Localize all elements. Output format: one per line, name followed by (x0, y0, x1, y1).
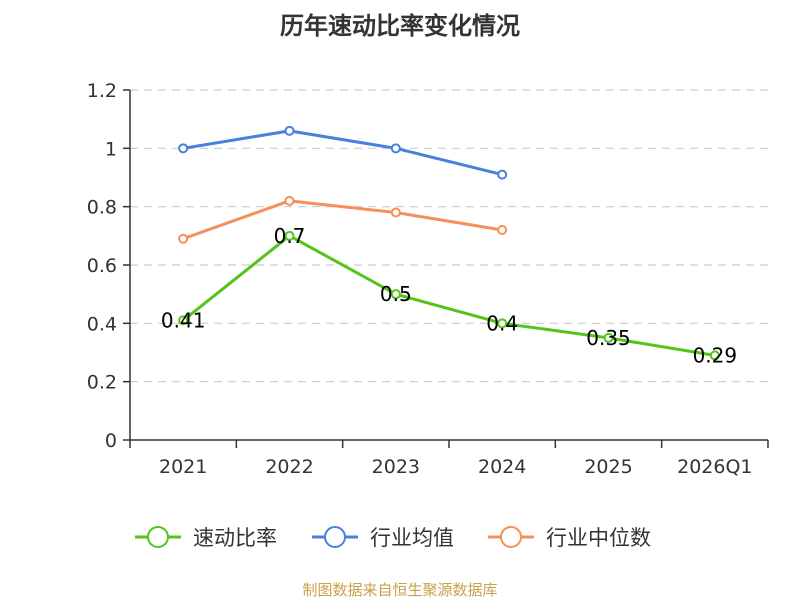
data-point (390, 289, 401, 300)
x-tick-label: 2025 (584, 456, 632, 478)
y-tick-label: 0.4 (87, 313, 117, 335)
y-tick-label: 0.8 (87, 197, 117, 219)
legend-swatch-marker (500, 526, 522, 548)
data-point (178, 233, 189, 244)
axes: 0 0.2 0.4 0.6 0.8 1 1.2 2021 2022 2023 2024 2025 202… (87, 80, 769, 478)
data-point (284, 195, 295, 206)
x-tick-label: 2026Q1 (677, 456, 752, 478)
data-point (497, 318, 508, 329)
data-label: 0.35 (586, 326, 631, 350)
data-source-note: 制图数据来自恒生聚源数据库 (302, 581, 498, 599)
series-lines (178, 125, 720, 361)
data-point (178, 143, 189, 154)
legend-label: 行业均值 (370, 526, 454, 550)
y-tick-label: 0.2 (87, 372, 117, 394)
data-point (178, 315, 189, 326)
grid-lines (130, 89, 768, 383)
data-labels: 0.41 0.7 0.5 0.4 0.35 0.29 (161, 224, 737, 368)
y-tick-label: 0.6 (87, 255, 117, 277)
x-tick-label: 2024 (478, 456, 526, 478)
data-point (284, 230, 295, 241)
y-tick-label: 1.2 (87, 80, 117, 102)
legend-swatch-marker (147, 526, 169, 548)
data-point (390, 143, 401, 154)
legend-swatch-marker (324, 526, 346, 548)
data-label: 0.7 (274, 224, 306, 248)
data-label: 0.5 (380, 282, 412, 306)
legend: 速动比率 行业均值 行业中位数 (135, 526, 651, 550)
legend-label: 速动比率 (193, 526, 277, 550)
x-tick-label: 2022 (265, 456, 313, 478)
series-line-2 (182, 199, 503, 241)
y-tick-label: 1 (105, 138, 117, 160)
data-label: 0.4 (486, 311, 518, 335)
data-label: 0.41 (161, 308, 206, 332)
data-point (497, 225, 508, 235)
y-tick-label: 0 (105, 430, 117, 452)
data-label: 0.29 (693, 343, 738, 367)
series-line-1 (182, 129, 503, 177)
data-point (497, 169, 508, 180)
data-point (603, 332, 614, 343)
series-line-0 (182, 234, 716, 357)
legend-label: 行业中位数 (546, 526, 651, 550)
x-tick-label: 2023 (372, 456, 420, 478)
x-tick-label: 2021 (159, 456, 207, 478)
chart-title: 历年速动比率变化情况 (280, 12, 520, 40)
data-point (284, 125, 295, 136)
data-point (709, 350, 720, 361)
data-point (390, 207, 401, 218)
